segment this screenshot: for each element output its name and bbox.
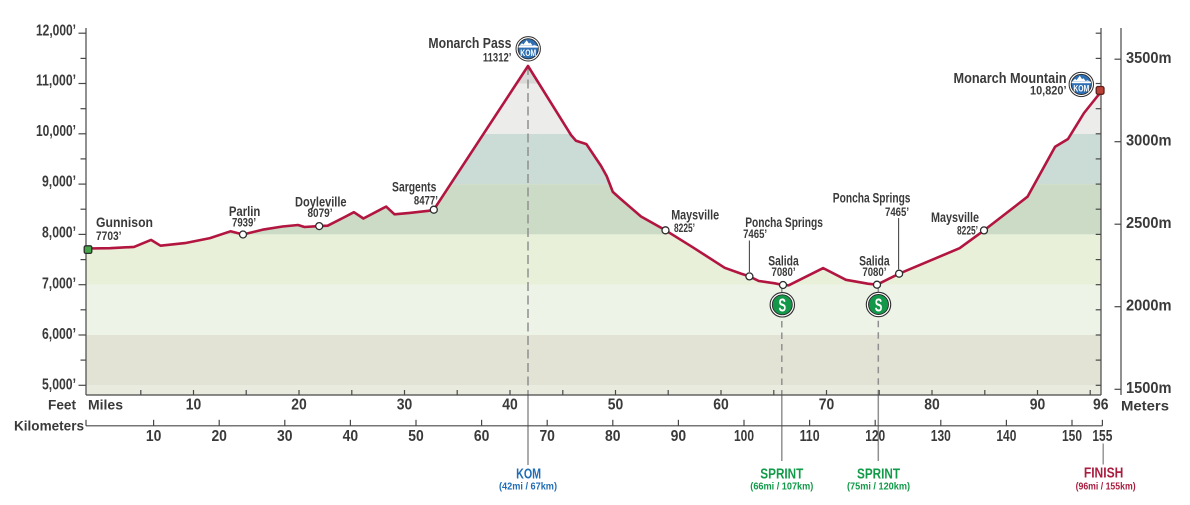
svg-text:96: 96	[1093, 397, 1109, 414]
svg-text:110: 110	[800, 428, 820, 445]
svg-text:Feet: Feet	[48, 397, 76, 413]
svg-text:Kilometers: Kilometers	[14, 418, 84, 434]
svg-text:20: 20	[211, 428, 227, 445]
svg-text:5,000’: 5,000’	[42, 377, 76, 394]
svg-text:7,000’: 7,000’	[42, 276, 76, 293]
svg-text:11312’: 11312’	[483, 51, 512, 65]
svg-text:Salida: Salida	[859, 254, 890, 269]
svg-text:3000m: 3000m	[1126, 133, 1172, 150]
svg-text:12,000’: 12,000’	[36, 23, 76, 40]
svg-text:120: 120	[865, 428, 885, 445]
svg-text:KOM: KOM	[1073, 84, 1089, 94]
svg-text:155: 155	[1092, 428, 1112, 445]
svg-text:Poncha Springs: Poncha Springs	[745, 215, 823, 230]
svg-text:Miles: Miles	[88, 397, 123, 413]
svg-text:(75mi / 120km): (75mi / 120km)	[847, 481, 910, 493]
svg-text:90: 90	[1030, 397, 1046, 414]
svg-text:3500m: 3500m	[1126, 50, 1172, 67]
svg-text:130: 130	[931, 428, 951, 445]
svg-text:9,000’: 9,000’	[42, 174, 76, 191]
svg-text:(96mi / 155km): (96mi / 155km)	[1076, 481, 1136, 493]
svg-text:70: 70	[819, 397, 835, 414]
svg-text:S: S	[875, 294, 883, 315]
svg-text:140: 140	[996, 428, 1016, 445]
svg-text:6,000’: 6,000’	[42, 326, 76, 343]
svg-text:(66mi / 107km): (66mi / 107km)	[750, 481, 813, 493]
svg-text:50: 50	[608, 397, 624, 414]
svg-text:KOM: KOM	[516, 467, 541, 483]
svg-text:20: 20	[291, 397, 307, 414]
svg-text:8225’: 8225’	[957, 226, 978, 238]
svg-text:Maysville: Maysville	[671, 208, 719, 223]
svg-text:Meters: Meters	[1121, 398, 1169, 414]
svg-text:Salida: Salida	[768, 254, 799, 269]
svg-text:80: 80	[605, 428, 621, 445]
svg-text:Poncha Springs: Poncha Springs	[833, 190, 911, 205]
svg-text:40: 40	[502, 397, 518, 414]
svg-text:Monarch Mountain: Monarch Mountain	[954, 71, 1067, 87]
svg-text:Parlin: Parlin	[229, 204, 261, 219]
svg-text:S: S	[779, 295, 787, 316]
svg-text:11,000’: 11,000’	[36, 73, 76, 90]
svg-text:FINISH: FINISH	[1084, 466, 1124, 482]
svg-text:SPRINT: SPRINT	[760, 467, 803, 483]
svg-text:1500m: 1500m	[1126, 380, 1172, 397]
svg-text:Monarch Pass: Monarch Pass	[428, 36, 511, 52]
svg-text:10: 10	[146, 428, 162, 445]
svg-text:7703’: 7703’	[96, 231, 122, 243]
svg-text:2000m: 2000m	[1126, 298, 1172, 315]
svg-text:7465’: 7465’	[743, 229, 767, 241]
svg-text:KOM: KOM	[520, 48, 536, 58]
svg-text:100: 100	[734, 428, 754, 445]
svg-text:Sargents: Sargents	[392, 179, 436, 194]
svg-text:7465’: 7465’	[885, 207, 909, 219]
svg-text:70: 70	[539, 428, 555, 445]
svg-text:7080’: 7080’	[862, 267, 886, 279]
svg-text:8477’: 8477’	[414, 196, 438, 208]
svg-text:Gunnison: Gunnison	[96, 214, 153, 230]
svg-text:80: 80	[924, 397, 940, 414]
svg-text:8225’: 8225’	[674, 223, 695, 235]
svg-text:90: 90	[671, 428, 687, 445]
svg-text:7939’: 7939’	[232, 218, 256, 230]
svg-text:30: 30	[397, 397, 413, 414]
svg-text:10,000’: 10,000’	[36, 123, 76, 140]
svg-text:60: 60	[713, 397, 729, 414]
svg-text:30: 30	[277, 428, 293, 445]
svg-text:8,000’: 8,000’	[42, 225, 76, 242]
svg-text:Doyleville: Doyleville	[295, 195, 347, 210]
svg-text:50: 50	[408, 428, 424, 445]
svg-text:2500m: 2500m	[1126, 215, 1172, 232]
svg-text:(42mi / 67km): (42mi / 67km)	[499, 481, 557, 493]
svg-text:10,820’: 10,820’	[1030, 84, 1067, 98]
svg-text:7080’: 7080’	[772, 267, 796, 279]
svg-text:SPRINT: SPRINT	[857, 467, 900, 483]
svg-text:40: 40	[343, 428, 359, 445]
svg-text:60: 60	[474, 428, 490, 445]
svg-text:10: 10	[186, 397, 202, 414]
svg-text:150: 150	[1062, 428, 1082, 445]
svg-text:Maysville: Maysville	[931, 210, 979, 225]
svg-text:8079’: 8079’	[308, 208, 333, 220]
